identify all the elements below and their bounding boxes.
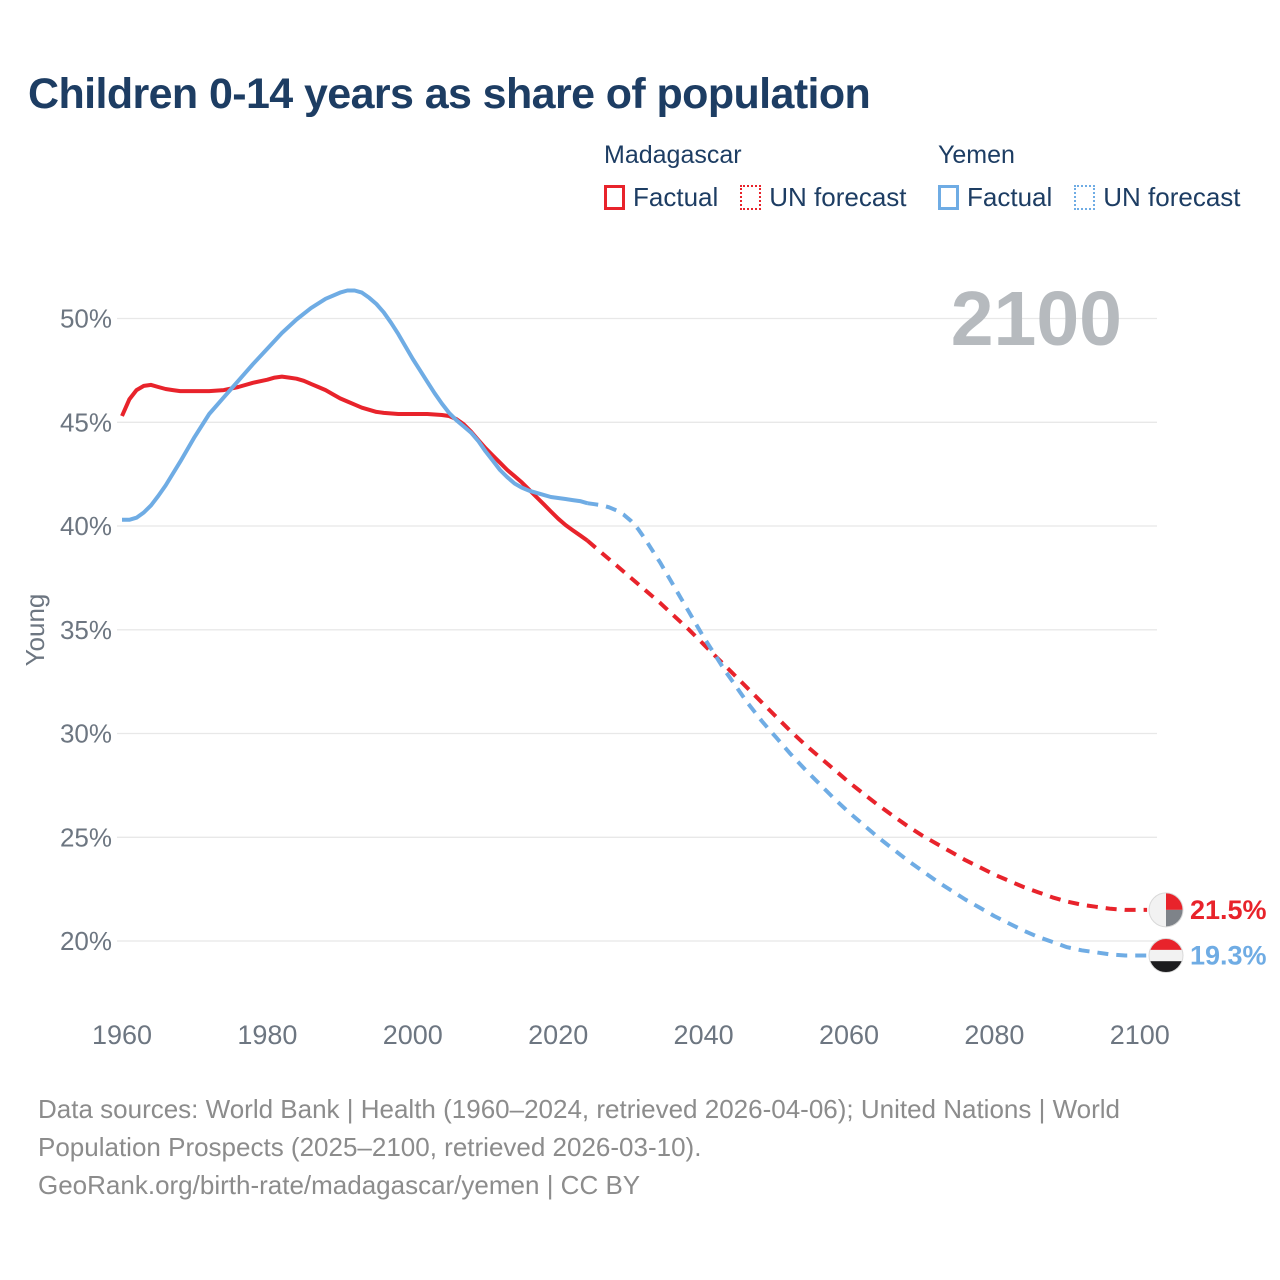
y-tick-label: 45%: [60, 407, 112, 437]
y-tick-label: 50%: [60, 304, 112, 334]
madagascar-factual-swatch-icon: [604, 185, 625, 210]
x-tick-label: 2020: [528, 1020, 588, 1050]
legend-item-madagascar-forecast[interactable]: UN forecast: [740, 182, 907, 213]
y-tick-label: 40%: [60, 511, 112, 541]
legend-group-title-yemen: Yemen: [938, 141, 1015, 169]
legend-item-yemen-factual[interactable]: Factual: [938, 182, 1052, 213]
yemen-factual-swatch-icon: [938, 185, 959, 210]
legend-group-yemen: Yemen Factual UN forecast: [938, 141, 1263, 213]
series-madagascar-factual[interactable]: [120, 374, 589, 543]
madagascar-forecast-swatch-icon: [740, 185, 762, 210]
end-value-label-yemen: 19.3%: [1190, 941, 1267, 971]
series-yemen-factual[interactable]: [122, 288, 588, 522]
legend-group-title-madagascar: Madagascar: [604, 141, 742, 169]
yemen-flag-icon: [1149, 938, 1183, 973]
footer-sources: Data sources: World Bank | Health (1960–…: [38, 1090, 1120, 1204]
x-tick-label: 1980: [237, 1020, 297, 1050]
y-tick-label: 35%: [60, 615, 112, 645]
legend-item-label: Factual: [633, 182, 719, 212]
x-tick-label: 2040: [674, 1020, 734, 1050]
page-title: Children 0-14 years as share of populati…: [28, 70, 871, 118]
x-tick-label: 2080: [964, 1020, 1024, 1050]
watermark-year: 2100: [951, 276, 1122, 362]
y-tick-label: 30%: [60, 719, 112, 749]
yemen-flag-border: [1148, 938, 1184, 974]
x-tick-label: 2000: [383, 1020, 443, 1050]
y-tick-label: 20%: [60, 926, 112, 956]
legend-item-label: UN forecast: [769, 182, 907, 212]
legend-row-madagascar: Factual UN forecast: [604, 182, 929, 213]
footer-line: Data sources: World Bank | Health (1960–…: [38, 1094, 1121, 1124]
x-tick-label: 2060: [819, 1020, 879, 1050]
legend-row-yemen: Factual UN forecast: [938, 182, 1263, 213]
footer-line: GeoRank.org/birth-rate/madagascar/yemen …: [38, 1170, 641, 1200]
legend-item-madagascar-factual[interactable]: Factual: [604, 182, 718, 213]
y-tick-label: 25%: [60, 822, 112, 852]
end-value-label-madagascar: 21.5%: [1190, 895, 1267, 925]
series-yemen-un-forecast[interactable]: [587, 501, 1148, 958]
legend: Madagascar Factual UN forecast Yemen Fac…: [0, 141, 1280, 221]
legend-item-yemen-forecast[interactable]: UN forecast: [1074, 182, 1241, 213]
yemen-forecast-swatch-icon: [1074, 185, 1096, 210]
x-tick-label: 2100: [1110, 1020, 1170, 1050]
x-tick-label: 1960: [92, 1020, 152, 1050]
legend-group-madagascar: Madagascar Factual UN forecast: [604, 141, 929, 213]
legend-item-label: UN forecast: [1103, 182, 1241, 212]
series-madagascar-un-forecast[interactable]: [585, 538, 1148, 912]
y-axis-title: Young: [20, 594, 50, 667]
madagascar-flag-border: [1148, 892, 1184, 928]
legend-item-label: Factual: [967, 182, 1053, 212]
footer-line: Population Prospects (2025–2100, retriev…: [38, 1132, 702, 1162]
